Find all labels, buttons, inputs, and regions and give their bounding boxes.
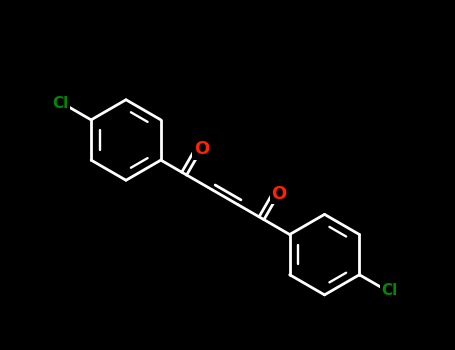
Text: O: O: [271, 185, 286, 203]
Text: O: O: [194, 140, 209, 158]
Text: Cl: Cl: [53, 97, 69, 111]
Text: Cl: Cl: [382, 283, 398, 298]
